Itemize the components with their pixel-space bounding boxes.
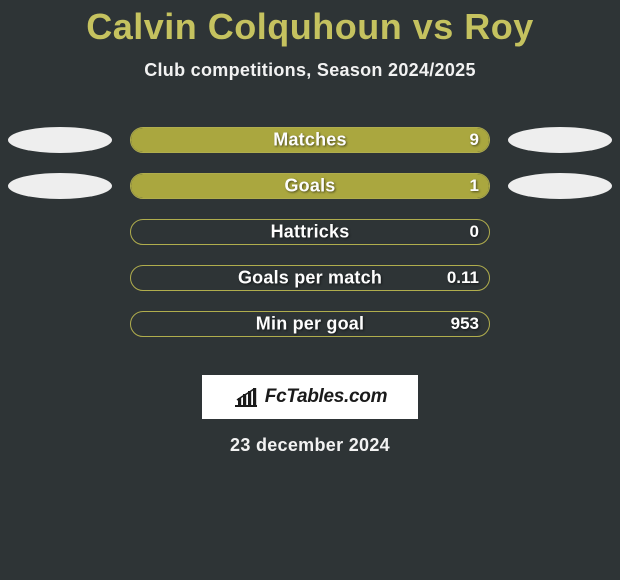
left-slot xyxy=(0,163,130,209)
bar-track: Hattricks 0 xyxy=(130,219,490,245)
bar-label: Goals per match xyxy=(238,268,382,289)
subtitle: Club competitions, Season 2024/2025 xyxy=(0,60,620,81)
right-ellipse xyxy=(508,127,612,153)
right-slot xyxy=(490,209,620,255)
right-ellipse xyxy=(508,173,612,199)
left-ellipse xyxy=(8,127,112,153)
page-title: Calvin Colquhoun vs Roy xyxy=(0,0,620,48)
chart-icon xyxy=(233,386,259,408)
stat-row: Goals per match 0.11 xyxy=(0,255,620,301)
right-slot xyxy=(490,117,620,163)
bar-value-right: 0.11 xyxy=(447,268,479,288)
bar-label: Hattricks xyxy=(271,222,350,243)
bar-track: Goals 1 xyxy=(130,173,490,199)
bar-label: Matches xyxy=(273,130,346,151)
bar-track: Matches 9 xyxy=(130,127,490,153)
stat-row: Matches 9 xyxy=(0,117,620,163)
bar-value-right: 9 xyxy=(470,130,479,150)
bar-track: Min per goal 953 xyxy=(130,311,490,337)
right-slot xyxy=(490,163,620,209)
bar-track: Goals per match 0.11 xyxy=(130,265,490,291)
logo-box: FcTables.com xyxy=(202,375,418,419)
left-ellipse xyxy=(8,173,112,199)
bar-label: Goals xyxy=(284,176,335,197)
bar-value-right: 0 xyxy=(470,222,479,242)
bar-label: Min per goal xyxy=(256,314,364,335)
bar-value-right: 1 xyxy=(470,176,479,196)
comparison-chart: Matches 9 Goals 1 Hattricks 0 Goals per match 0… xyxy=(0,117,620,347)
right-slot xyxy=(490,255,620,301)
right-slot xyxy=(490,301,620,347)
stat-row: Min per goal 953 xyxy=(0,301,620,347)
left-slot xyxy=(0,301,130,347)
generated-date: 23 december 2024 xyxy=(0,435,620,456)
stat-row: Hattricks 0 xyxy=(0,209,620,255)
logo-text: FcTables.com xyxy=(265,386,387,408)
left-slot xyxy=(0,255,130,301)
left-slot xyxy=(0,117,130,163)
left-slot xyxy=(0,209,130,255)
bar-value-right: 953 xyxy=(451,314,479,334)
stat-row: Goals 1 xyxy=(0,163,620,209)
